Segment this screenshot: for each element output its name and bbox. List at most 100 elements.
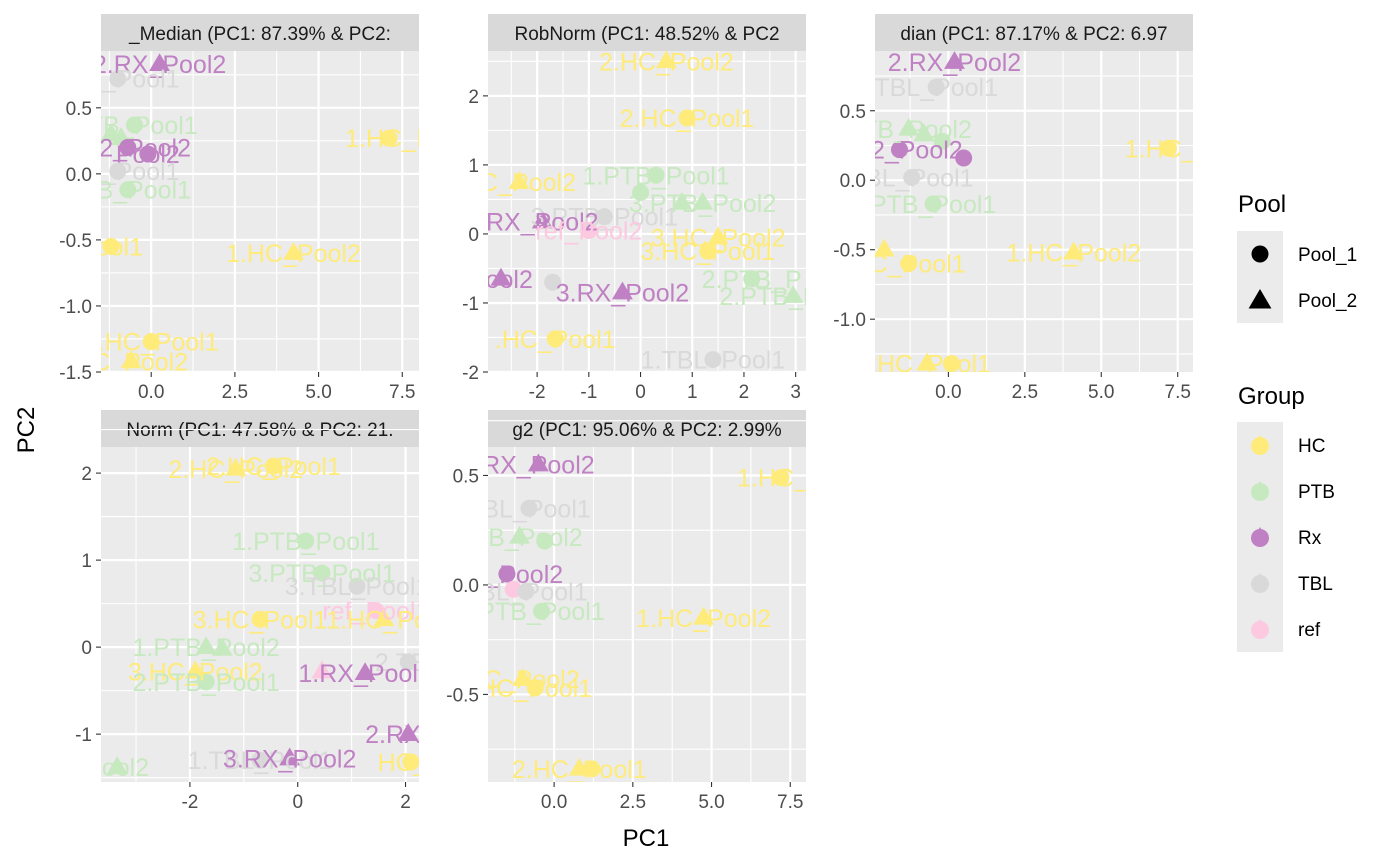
facet-panel: _Median (PC1: 87.39% & PC2: 0.0 2.5 5.0 7.5 -… <box>59 14 419 403</box>
data-point <box>671 191 693 210</box>
data-point <box>109 70 127 88</box>
point-label: 1.HC_Poo <box>326 606 441 634</box>
gridlines <box>488 420 806 782</box>
legend: Pool Pool_1 Pool_2 Group HC PTB Rx TBL ref <box>1237 191 1357 652</box>
legend-circle-icon <box>1251 483 1269 501</box>
x-tick-label: 2 <box>400 792 411 813</box>
data-point <box>900 255 918 273</box>
points-layer <box>106 457 419 775</box>
data-point <box>225 457 247 476</box>
point-label: .HC_Pool1 <box>495 326 616 354</box>
data-point <box>348 577 366 595</box>
x-tick-label: -2 <box>181 792 198 813</box>
data-point <box>527 453 549 472</box>
facet-strip <box>101 410 419 447</box>
facet-strip <box>875 14 1193 51</box>
x-tick-label: 2.5 <box>1012 382 1038 403</box>
labels-layer: RX_Pool2 1.HC_PTBL_Pool1PTB_Pool2RX_Pool2… <box>456 452 825 784</box>
point-label: RX2_Pool2 <box>836 137 962 165</box>
data-point <box>504 580 522 598</box>
data-point <box>595 208 613 226</box>
data-point <box>149 53 171 72</box>
y-tick-label: 0 <box>468 225 479 246</box>
labels-layer: 2.RX_Pool2TBL_Pool1PTB_Pool2RX2_Pool2TBL… <box>836 49 1193 379</box>
point-label: RX_Pool2 <box>482 452 595 480</box>
data-point <box>942 355 960 372</box>
y-tick-label: -0.5 <box>446 685 479 706</box>
data-point <box>772 469 790 487</box>
x-tick-label: 0 <box>292 792 303 813</box>
data-point <box>898 117 920 136</box>
labels-layer: 2.RX_Pool2TBL_Pool1PTB_Pool1RX2_Pool2Poo… <box>71 51 419 372</box>
point-label: 2.HC_Pool1 <box>512 756 647 784</box>
facet-panel: g2 (PC1: 95.06% & PC2: 2.99% 0.0 2.5 5.0 7.5… <box>446 410 825 813</box>
legend-circle-icon <box>1251 245 1269 263</box>
legend-label: ref <box>1298 620 1321 641</box>
point-label: HC_Pool1 <box>478 675 592 703</box>
y-tick-label: -1.0 <box>833 310 866 331</box>
facet-strip <box>488 14 806 51</box>
data-point <box>913 123 935 142</box>
legend-label: HC <box>1298 436 1325 457</box>
y-tick-label: 0.5 <box>453 466 479 487</box>
x-tick-label: 0 <box>635 382 646 403</box>
facet-title: _Median (PC1: 87.39% & PC2: <box>128 24 391 45</box>
point-label: 2.RX_P <box>365 721 451 749</box>
facet-panel: RobNorm (PC1: 48.52% & PC2 -2 -1 0 1 2 3 -2 -1 0 1… <box>462 14 806 403</box>
data-point <box>1063 241 1085 260</box>
data-point <box>109 162 127 180</box>
point-label: TBL_Pool1 <box>850 164 974 192</box>
data-point <box>125 116 143 134</box>
data-point <box>119 138 137 156</box>
data-point <box>707 226 729 245</box>
data-point <box>533 602 551 620</box>
data-point <box>279 747 301 766</box>
gridlines <box>101 51 419 372</box>
point-label: 1.HC_Pool2 <box>226 240 361 268</box>
point-label: PTB_Pool1 <box>870 191 996 219</box>
data-point <box>139 145 157 163</box>
x-tick-label: 2.5 <box>620 792 646 813</box>
point-label: RX_Pool2 <box>486 209 599 237</box>
point-label: 1.PTB_Pool1 <box>232 528 379 556</box>
x-tick-label: 7.5 <box>1165 382 1191 403</box>
data-point <box>647 166 665 184</box>
data-point <box>955 149 973 167</box>
panel-background <box>488 51 806 372</box>
point-label: PTB_Pool1 <box>478 598 604 626</box>
data-point <box>264 457 282 475</box>
data-point <box>120 350 142 369</box>
y-tick-label: 0 <box>81 638 92 659</box>
legend-circle-icon <box>1251 529 1269 547</box>
point-label: 2.HC_Pool2 <box>168 456 303 484</box>
legend-triangle-icon <box>1248 289 1272 309</box>
point-label: 2.PTB_P <box>702 266 802 294</box>
point-label: PTB_Pool1 <box>71 112 197 140</box>
data-point <box>311 660 333 679</box>
x-tick-label: 5.0 <box>1088 382 1114 403</box>
point-label: 2HC_Pool1 <box>863 351 991 379</box>
data-point <box>704 351 722 369</box>
panel-background <box>101 51 419 372</box>
facet-title: dian (PC1: 87.17% & PC2: 6.97 <box>900 24 1167 45</box>
point-label: 2.HC_Pool2 <box>599 48 734 76</box>
point-label: 1.HC_P <box>737 465 825 493</box>
legend-title-pool: Pool <box>1238 191 1286 218</box>
data-point <box>184 660 206 679</box>
data-point <box>544 273 562 291</box>
point-label: Pool2 <box>469 266 533 294</box>
data-point <box>297 532 315 550</box>
data-point <box>251 751 269 769</box>
x-tick-label: 3 <box>790 382 801 403</box>
points-layer <box>490 50 804 369</box>
legend-label: Pool_1 <box>1298 245 1357 266</box>
data-point <box>106 756 128 775</box>
point-label: Pool2 <box>85 754 149 782</box>
data-point <box>944 51 965 69</box>
point-label: 3.HC_Pool2 <box>651 224 786 252</box>
point-label: PTB_Pool2 <box>456 524 582 552</box>
gridlines <box>875 51 1193 372</box>
data-point <box>380 129 398 147</box>
point-label: ref_Pool1 <box>322 598 429 626</box>
